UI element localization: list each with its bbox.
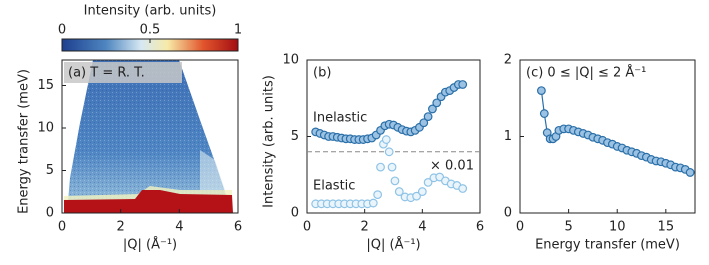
data-point	[417, 187, 427, 196]
y-tick-label: 15	[37, 78, 54, 93]
data-point	[423, 177, 433, 187]
data-point	[412, 191, 421, 201]
plot-frame	[61, 59, 239, 214]
x-tick-label: 4	[418, 220, 426, 235]
data-point	[539, 109, 549, 118]
x-tick-label: 0	[303, 220, 311, 235]
heatmap-image	[64, 60, 233, 213]
x-tick-label: 4	[175, 220, 183, 235]
colorbar-label: Intensity (arb. units)	[84, 4, 217, 19]
y-tick-label: 2	[504, 53, 512, 68]
x-tick-label: 2	[117, 220, 125, 235]
x-axis-label: |Q| (Å⁻¹)	[123, 237, 177, 253]
data-point	[376, 162, 385, 172]
y-tick-label: 5	[291, 129, 299, 144]
panel-annotation: (a) T = R. T.	[68, 66, 145, 81]
data-point	[390, 176, 400, 186]
panel-annotation: (b)	[313, 66, 331, 81]
data-point	[536, 86, 546, 95]
data-point	[458, 80, 468, 89]
y-axis-label: Intensity (arb. units)	[262, 75, 277, 208]
data-point	[685, 168, 695, 177]
series-label: Inelastic	[313, 111, 367, 126]
data-point	[419, 118, 429, 128]
y-tick-label: 10	[37, 121, 54, 136]
x-axis-label: |Q| (Å⁻¹)	[366, 237, 420, 253]
x-tick-label: 6	[234, 220, 242, 235]
x-tick-label: 5	[564, 220, 572, 235]
data-point	[458, 184, 468, 193]
colorbar-tick-label: 1	[234, 23, 242, 38]
x-tick-label: 6	[476, 220, 484, 235]
y-tick-label: 0	[504, 206, 512, 221]
data-point	[432, 98, 442, 108]
y-axis-label: Energy transfer (meV)	[17, 69, 32, 214]
data-point	[394, 187, 404, 196]
x-tick-label: 2	[361, 220, 369, 235]
data-point	[373, 190, 383, 200]
y-tick-label: 0	[46, 206, 54, 221]
y-tick-label: 0	[291, 206, 299, 221]
y-tick-label: 10	[282, 53, 299, 68]
series-label: Elastic	[313, 179, 355, 194]
x-tick-label: 15	[658, 220, 675, 235]
y-tick-label: 5	[46, 163, 54, 178]
x-tick-label: 0	[516, 220, 524, 235]
colorbar-tick-label: 0.5	[140, 23, 161, 38]
data-point	[387, 162, 397, 172]
data-point	[381, 135, 391, 144]
reference-label: × 0.01	[430, 158, 474, 173]
x-tick-label: 10	[609, 220, 626, 235]
data-point	[368, 198, 378, 208]
annotation-box	[64, 62, 182, 83]
x-tick-label: 0	[58, 220, 66, 235]
data-point	[384, 147, 394, 157]
data-point	[423, 112, 433, 122]
panel-annotation: (c) 0 ≤ |Q| ≤ 2 Å⁻¹	[526, 65, 646, 81]
colorbar-tick-label: 0	[58, 23, 66, 38]
y-tick-label: 1	[504, 129, 512, 144]
data-point	[428, 104, 437, 114]
x-axis-label: Energy transfer (meV)	[535, 238, 680, 253]
